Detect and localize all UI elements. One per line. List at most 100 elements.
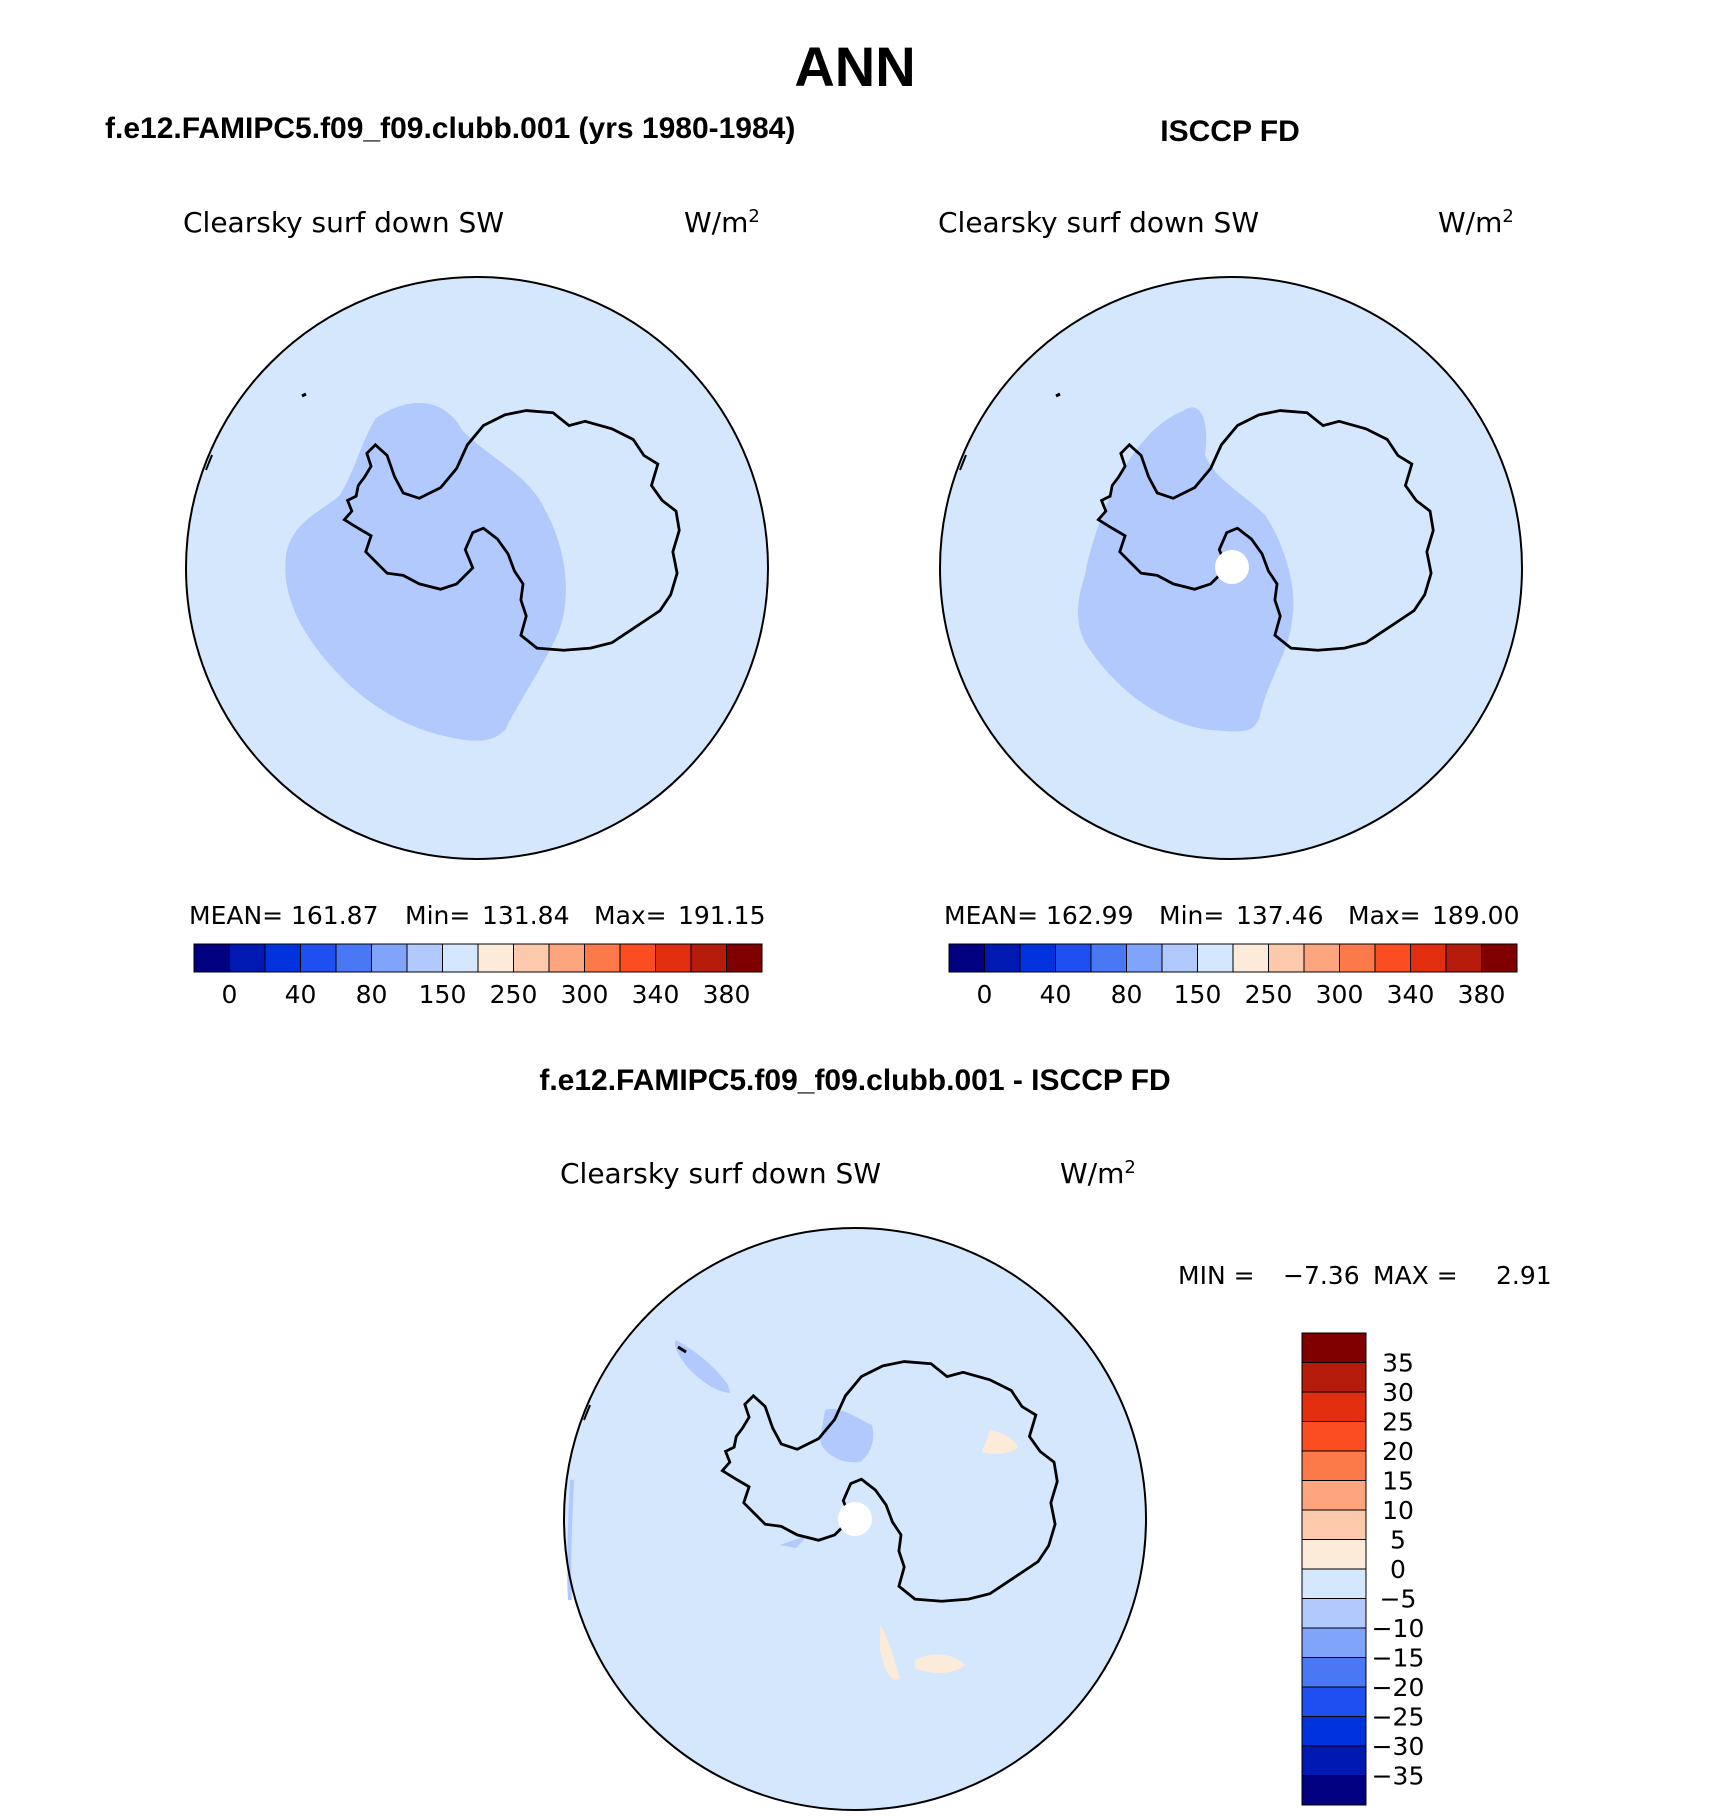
- colorbar-segment: [1339, 943, 1376, 973]
- colorbar-tick-label: 5: [1390, 1526, 1406, 1555]
- panel-heading: f.e12.FAMIPC5.f09_f09.clubb.001 - ISCCP …: [539, 1064, 1170, 1097]
- colorbar-tick-label: −15: [1372, 1644, 1425, 1673]
- contour-patch-positive: [915, 1654, 965, 1673]
- colorbar-segment: [984, 943, 1021, 973]
- colorbar-segment: [1374, 943, 1411, 973]
- colorbar-segment: [335, 943, 372, 973]
- colorbar-segment: [655, 943, 692, 973]
- colorbar-segment: [1126, 943, 1163, 973]
- colorbar-tick-label: 300: [561, 980, 609, 1009]
- colorbar-segment: [1301, 1657, 1367, 1688]
- colorbar-tick-label: −20: [1372, 1673, 1425, 1702]
- variable-label: Clearsky surf down SW: [183, 206, 504, 239]
- island-mark: [1055, 392, 1061, 398]
- colorbar-tick-label: 80: [1111, 980, 1143, 1009]
- units-label: W/m2: [684, 206, 760, 239]
- colorbar: [948, 943, 1518, 973]
- colorbar-tick-label: 380: [703, 980, 751, 1009]
- contour-patch-negative: [780, 1535, 808, 1548]
- colorbar-segment: [1301, 1450, 1367, 1481]
- colorbar-segment: [1301, 1716, 1367, 1747]
- colorbar-tick-label: 150: [419, 980, 467, 1009]
- colorbar-tick-label: 0: [1390, 1555, 1406, 1584]
- colorbar: [193, 943, 763, 973]
- panel-difference: f.e12.FAMIPC5.f09_f09.clubb.001 - ISCCP …: [539, 1064, 1552, 1811]
- colorbar-tick-label: 40: [1040, 980, 1072, 1009]
- panel-observation: ISCCP FD Clearsky surf down SW W/m2 MEAN…: [938, 115, 1523, 1009]
- colorbar-tick-label: 250: [1245, 980, 1293, 1009]
- colorbar-segment: [1301, 1686, 1367, 1717]
- map-boundary: [185, 276, 769, 860]
- map-boundary: [563, 1227, 1147, 1811]
- colorbar-tick-label: −30: [1372, 1732, 1425, 1761]
- colorbar-tick-label: 35: [1382, 1349, 1414, 1378]
- colorbar-segment: [1301, 1539, 1367, 1570]
- colorbar-segment: [229, 943, 266, 973]
- colorbar-segment: [1232, 943, 1269, 973]
- units-label: W/m2: [1438, 206, 1514, 239]
- colorbar-segment: [1301, 1480, 1367, 1511]
- polar-map: [939, 276, 1523, 860]
- colorbar-tick-label: 380: [1458, 980, 1506, 1009]
- stats-line: MEAN= 161.87 Min= 131.84 Max= 191.15: [189, 901, 765, 930]
- colorbar-tick-label: 250: [490, 980, 538, 1009]
- colorbar-vertical: [1301, 1332, 1367, 1806]
- variable-label: Clearsky surf down SW: [938, 206, 1259, 239]
- colorbar-segment: [371, 943, 408, 973]
- colorbar-segment: [264, 943, 301, 973]
- polar-map: [563, 1227, 1147, 1811]
- colorbar-segment: [1301, 1745, 1367, 1776]
- map-boundary: [939, 276, 1523, 860]
- island-mark: [583, 1404, 591, 1421]
- colorbar-segment: [1301, 1775, 1367, 1806]
- colorbar-segment: [690, 943, 727, 973]
- colorbar-segment: [726, 943, 763, 973]
- colorbar-segment: [442, 943, 479, 973]
- colorbar-segment: [1301, 1598, 1367, 1629]
- panel-heading: ISCCP FD: [1160, 115, 1299, 148]
- colorbar-tick-label: 30: [1382, 1378, 1414, 1407]
- colorbar-segment: [1301, 1568, 1367, 1599]
- colorbar-segment: [948, 943, 985, 973]
- colorbar-tick-label: 80: [356, 980, 388, 1009]
- colorbar-segment: [1481, 943, 1518, 973]
- colorbar-tick-label: 150: [1174, 980, 1222, 1009]
- colorbar-segment: [1303, 943, 1340, 973]
- colorbar-segment: [1055, 943, 1092, 973]
- colorbar-tick-label: 20: [1382, 1437, 1414, 1466]
- variable-label: Clearsky surf down SW: [560, 1157, 881, 1190]
- stats-line: MEAN= 162.99 Min= 137.46 Max= 189.00: [944, 901, 1519, 930]
- colorbar-tick-label: −35: [1372, 1762, 1425, 1791]
- colorbar-segment: [619, 943, 656, 973]
- colorbar-tick-label: −5: [1380, 1585, 1417, 1614]
- colorbar-segment: [1410, 943, 1447, 973]
- colorbar-segment: [1301, 1627, 1367, 1658]
- colorbar-tick-label: −25: [1372, 1703, 1425, 1732]
- panel-heading: f.e12.FAMIPC5.f09_f09.clubb.001 (yrs 198…: [105, 112, 795, 145]
- colorbar-tick-label: 25: [1382, 1408, 1414, 1437]
- colorbar-segment: [406, 943, 443, 973]
- contour-band-lower: [1078, 407, 1294, 732]
- colorbar-segment: [513, 943, 550, 973]
- colorbar-segment: [1445, 943, 1482, 973]
- colorbar-tick-label: 10: [1382, 1496, 1414, 1525]
- colorbar-segment: [300, 943, 337, 973]
- contour-patch-positive: [880, 1625, 900, 1680]
- colorbar-tick-label: −10: [1372, 1614, 1425, 1643]
- pole-hole: [1215, 550, 1249, 584]
- colorbar-segment: [1268, 943, 1305, 973]
- island-mark: [959, 454, 967, 471]
- colorbar-tick-label: 340: [1387, 980, 1435, 1009]
- colorbar-segment: [1197, 943, 1234, 973]
- colorbar-tick-label: 40: [285, 980, 317, 1009]
- colorbar-segment: [1019, 943, 1056, 973]
- contour-band-lower: [285, 402, 566, 741]
- island-mark: [677, 1345, 687, 1354]
- min-max-line: MIN = −7.36 MAX = 2.91: [1178, 1261, 1552, 1290]
- colorbar-segment: [1301, 1362, 1367, 1393]
- colorbar-tick-label: 340: [632, 980, 680, 1009]
- polar-map: [185, 276, 769, 860]
- contour-patch-positive: [982, 1430, 1018, 1454]
- pole-hole: [838, 1502, 872, 1536]
